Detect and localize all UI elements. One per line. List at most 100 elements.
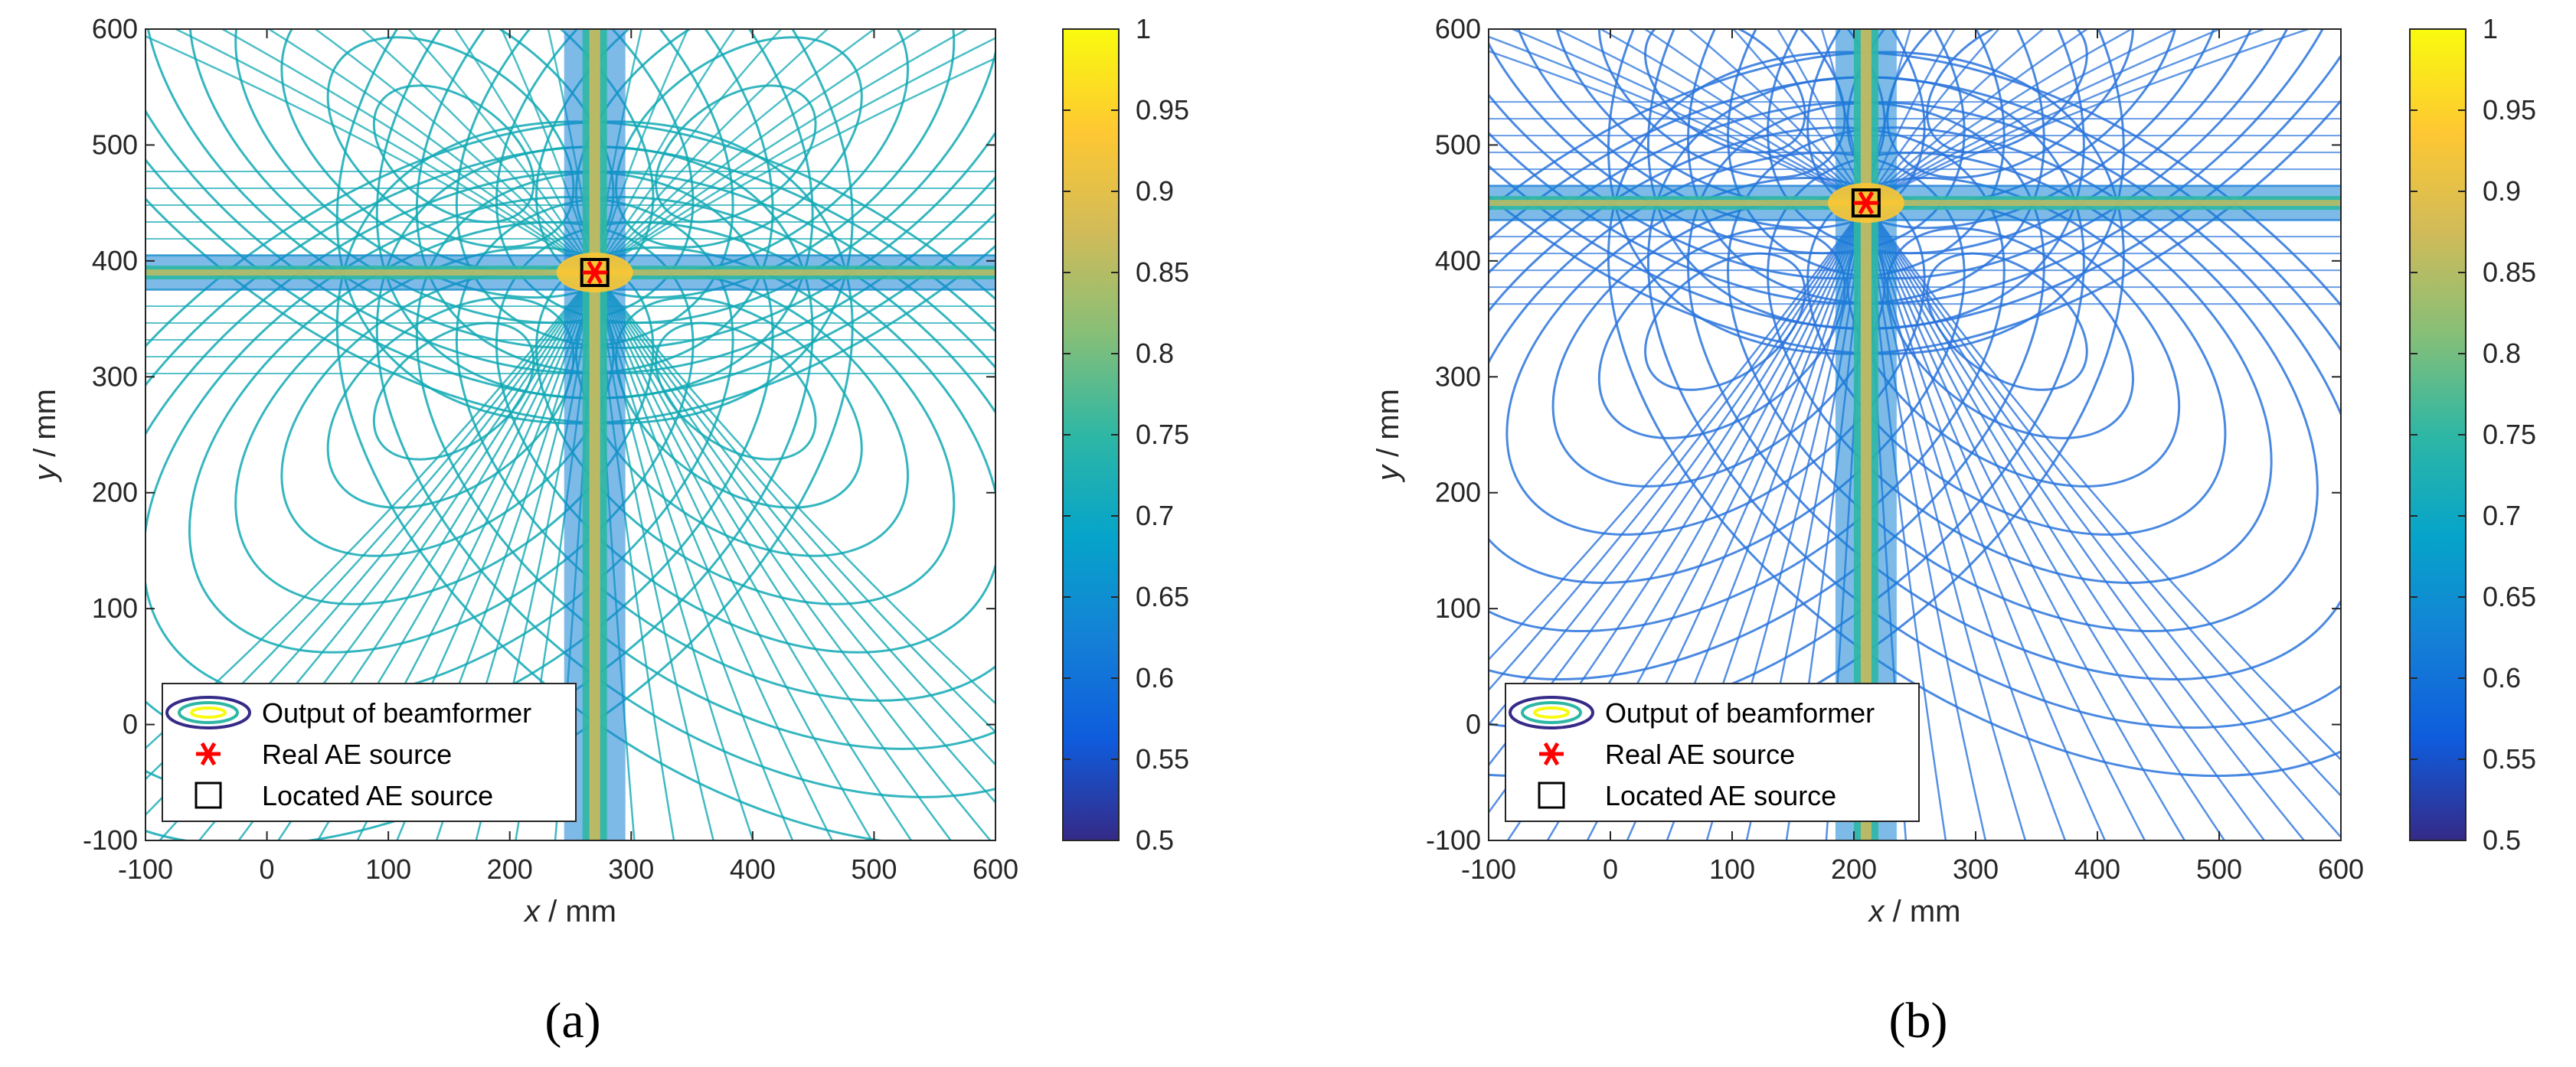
x-tick-label: 200 <box>1831 853 1877 885</box>
legend-real-source-icon <box>196 742 221 766</box>
contour-line <box>1865 202 2226 840</box>
contour-line <box>593 272 953 840</box>
chart-panel-a: -100 0 100 200 300 400 500 600 -100 0 100 200 300 400… <box>28 13 1189 928</box>
y-axis-label-unit: / mm <box>1371 389 1405 465</box>
y-tick-label: 300 <box>1435 361 1481 392</box>
vertical-beam-peak <box>589 29 600 840</box>
contour-line <box>1489 202 1867 726</box>
vertical-beam-peak <box>1860 29 1872 840</box>
legend-beamformer-icon <box>1509 696 1594 729</box>
contour-line <box>220 29 596 273</box>
colorbar: 0.5 0.55 0.6 0.65 0.7 0.75 0.8 0.85 0.9 0.95 1 <box>2409 13 2536 856</box>
y-tick-label: 600 <box>92 13 138 44</box>
x-tick-label: 300 <box>1953 853 1999 885</box>
axes-box <box>1488 28 2342 841</box>
colorbar-tick-label: 0.85 <box>2483 256 2536 288</box>
contour-line <box>234 29 655 299</box>
colorbar-tick-label: 0.6 <box>2483 662 2521 693</box>
contour-line <box>1598 29 1867 204</box>
real-source-marker <box>582 260 607 285</box>
x-tick-label: -100 <box>1461 853 1516 885</box>
contour-line <box>593 29 923 273</box>
y-tick-label: 100 <box>1435 592 1481 624</box>
x-axis-label-unit: / mm <box>1885 895 1961 928</box>
contour-line <box>594 57 995 274</box>
contour-line <box>1865 29 2178 204</box>
legend-beamformer-icon-inner <box>1521 701 1582 724</box>
contour-line <box>1806 176 2227 536</box>
x-tick-label: 500 <box>2196 853 2242 885</box>
legend-beamformer-icon-inner <box>178 701 239 724</box>
y-tick-label: 0 <box>123 709 138 740</box>
y-axis-label: y / mm <box>28 389 62 483</box>
contour-line <box>593 272 995 705</box>
legend-entry-label: Located AE source <box>262 780 493 811</box>
y-tick-label: -100 <box>1426 824 1481 856</box>
legend-entry-label: Real AE source <box>262 739 452 770</box>
colorbar-tick-label: 0.8 <box>2483 338 2521 369</box>
contour-line <box>1865 202 2306 840</box>
contour-line <box>145 35 596 274</box>
colorbar-tick-label: 0.7 <box>2483 500 2521 531</box>
legend-entry-label: Output of beamformer <box>1605 697 1875 729</box>
contour-line <box>593 29 969 273</box>
y-tick-label: 500 <box>92 129 138 160</box>
panel-caption-a: (a) <box>544 993 601 1049</box>
contour-line <box>1865 202 2341 839</box>
contour-line <box>593 272 992 840</box>
x-axis-label-unit: / mm <box>540 895 616 928</box>
real-source-marker <box>1853 191 1878 215</box>
contour-line <box>1865 29 2312 204</box>
contour-line <box>1554 29 1867 204</box>
contour-line <box>1865 202 2186 840</box>
y-axis-label-var: y <box>28 463 62 483</box>
colorbar: 0.5 0.55 0.6 0.65 0.7 0.75 0.8 0.85 0.9 0.95 1 <box>1062 13 1189 856</box>
colorbar-tick-label: 0.9 <box>2483 175 2521 207</box>
legend-located-source-icon <box>1538 781 1565 809</box>
contour-line <box>1509 29 1867 204</box>
x-tick-label: 0 <box>1603 853 1618 885</box>
y-axis-label: y / mm <box>1371 389 1405 483</box>
contour-line <box>593 37 995 274</box>
contour-line <box>534 29 956 299</box>
contour-line <box>1489 202 1867 661</box>
y-axis-label-unit: / mm <box>28 389 62 465</box>
y-tick-label: 500 <box>1435 129 1481 160</box>
contour-line <box>593 272 913 840</box>
contour-line <box>593 272 995 766</box>
x-tick-label: -100 <box>118 853 173 885</box>
contour-line <box>593 29 876 273</box>
contour-line <box>145 272 596 781</box>
contour-line <box>1489 35 1867 204</box>
contour-line <box>1865 202 2266 840</box>
y-tick-label: 200 <box>1435 477 1481 508</box>
y-tick-label: 400 <box>92 245 138 276</box>
contour-line <box>1489 202 1867 692</box>
contour-line <box>1865 202 2341 762</box>
horizontal-beam-peak <box>1489 200 2341 207</box>
x-axis-label-var: x <box>523 895 541 928</box>
x-tick-label: 600 <box>2318 853 2364 885</box>
colorbar-tick-label: 0.75 <box>2483 419 2536 450</box>
contour-line <box>145 272 596 750</box>
legend-beamformer-icon-core <box>190 706 227 719</box>
contour-line <box>1865 29 2223 204</box>
x-tick-label: 100 <box>1709 853 1755 885</box>
contour-line <box>593 272 995 804</box>
colorbar-tick-label: 0.5 <box>2483 824 2521 856</box>
contour-line <box>593 272 995 733</box>
contour-line <box>173 29 596 274</box>
x-tick-label: 0 <box>260 853 275 885</box>
contour-line <box>593 272 873 840</box>
x-tick-label: 400 <box>730 853 776 885</box>
colorbar-tick-label: 0.55 <box>2483 743 2536 775</box>
legend-real-source-icon <box>1539 742 1564 766</box>
colorbar-gradient <box>1062 28 1120 841</box>
beamformer-contour-field <box>145 29 995 840</box>
y-tick-label: 0 <box>1466 709 1481 740</box>
x-tick-label: 400 <box>2074 853 2120 885</box>
y-axis-label-var: y <box>1371 463 1405 483</box>
colorbar-tick-label: 0.95 <box>2483 94 2536 126</box>
colorbar-tick-label: 0.55 <box>1136 743 1189 775</box>
